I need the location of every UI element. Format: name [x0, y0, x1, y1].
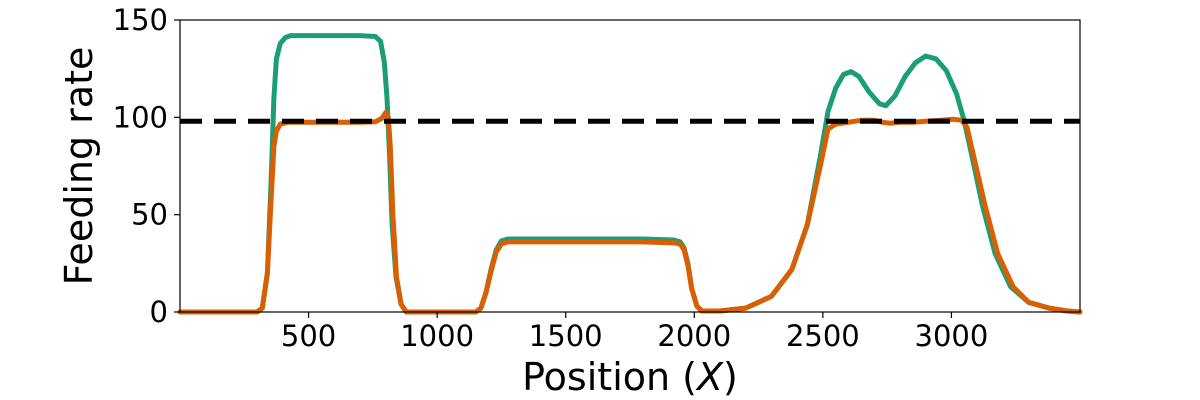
- x-tick-label: 1500: [529, 319, 603, 353]
- series-line-2: [177, 110, 1083, 315]
- x-axis-label: Position (X): [522, 355, 738, 399]
- x-tick-label: 1000: [400, 319, 474, 353]
- x-tick-label: 500: [281, 319, 336, 353]
- x-tick-label: 2500: [786, 319, 860, 353]
- x-tick-label: 2000: [657, 319, 731, 353]
- x-axis-label-variable: X: [695, 355, 724, 399]
- y-axis-ticks: 0 50 100 150: [113, 3, 180, 329]
- x-axis-label-suffix: ): [723, 355, 738, 399]
- y-tick-label: 0: [150, 295, 168, 329]
- y-tick-label: 50: [131, 198, 168, 232]
- x-axis-label-prefix: Position (: [522, 355, 697, 399]
- y-tick-label: 100: [113, 100, 168, 134]
- x-tick-label: 3000: [915, 319, 989, 353]
- y-tick-label: 150: [113, 3, 168, 37]
- series-line-1: [177, 33, 1083, 315]
- plot-lines: [177, 33, 1083, 315]
- x-axis-ticks: 500 1000 1500 2000 2500 3000: [281, 312, 988, 353]
- plot-frame: [179, 19, 1081, 313]
- y-axis-label: Feeding rate: [57, 47, 101, 286]
